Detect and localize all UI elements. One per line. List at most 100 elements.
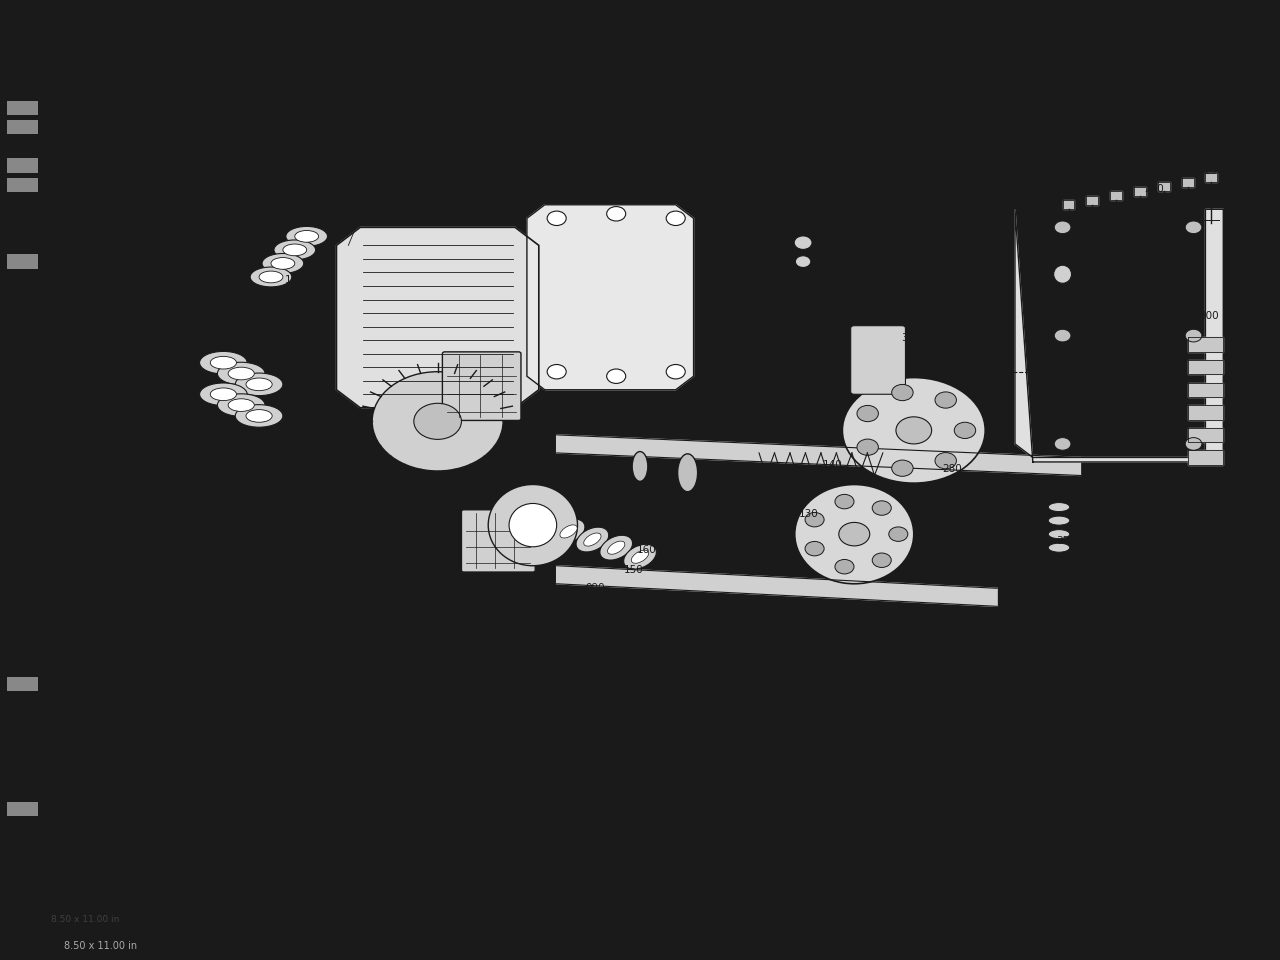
Text: 280: 280 [942, 465, 961, 474]
Circle shape [1185, 329, 1202, 342]
Ellipse shape [271, 257, 294, 270]
Ellipse shape [794, 236, 812, 250]
Ellipse shape [552, 519, 585, 543]
Text: 150: 150 [625, 565, 644, 575]
Circle shape [1055, 221, 1071, 233]
Bar [191, 503, 328, 692]
Polygon shape [1158, 182, 1170, 191]
Text: 160: 160 [637, 545, 657, 556]
Polygon shape [557, 435, 1080, 475]
Text: 260: 260 [291, 603, 311, 613]
Ellipse shape [274, 240, 316, 260]
Text: 090: 090 [585, 584, 604, 593]
Ellipse shape [246, 378, 273, 391]
Ellipse shape [584, 533, 602, 546]
Bar [271, 552, 330, 692]
Circle shape [1185, 438, 1202, 450]
Circle shape [934, 392, 956, 408]
Circle shape [805, 513, 824, 527]
Text: 340: 340 [1056, 556, 1076, 566]
Bar [6, 677, 38, 691]
Circle shape [858, 405, 878, 421]
Text: 040: 040 [576, 712, 596, 722]
Circle shape [860, 172, 872, 181]
Circle shape [666, 211, 685, 226]
Ellipse shape [1048, 516, 1070, 525]
Text: 030: 030 [218, 343, 237, 352]
Text: 420: 420 [524, 401, 543, 411]
Text: 200: 200 [568, 690, 588, 700]
FancyBboxPatch shape [851, 325, 905, 395]
Text: 130: 130 [799, 510, 819, 519]
Circle shape [858, 439, 878, 455]
Circle shape [878, 177, 890, 186]
Ellipse shape [236, 405, 283, 427]
Text: A: A [275, 558, 283, 568]
Ellipse shape [285, 227, 328, 247]
Polygon shape [1181, 178, 1193, 186]
Polygon shape [527, 204, 694, 390]
Text: 280: 280 [946, 184, 965, 195]
Ellipse shape [200, 351, 247, 374]
Bar [6, 802, 38, 816]
Polygon shape [557, 565, 997, 607]
Text: 100: 100 [358, 662, 379, 673]
Circle shape [1055, 329, 1071, 342]
Ellipse shape [210, 388, 237, 400]
Text: 020: 020 [210, 547, 233, 557]
Ellipse shape [608, 541, 625, 554]
Text: 060: 060 [338, 220, 357, 229]
Bar [788, 156, 1039, 372]
Circle shape [806, 158, 819, 168]
Bar [6, 158, 38, 173]
Ellipse shape [228, 368, 255, 380]
Ellipse shape [677, 454, 698, 492]
Bar [6, 254, 38, 269]
Ellipse shape [632, 451, 648, 481]
Circle shape [1185, 221, 1202, 233]
Circle shape [896, 417, 932, 444]
Bar [6, 178, 38, 192]
Ellipse shape [246, 410, 273, 422]
Polygon shape [1188, 450, 1224, 465]
Text: 110: 110 [425, 645, 445, 655]
Ellipse shape [576, 527, 609, 552]
Text: 240: 240 [673, 672, 692, 682]
Ellipse shape [631, 550, 649, 564]
Text: 270: 270 [1166, 337, 1185, 347]
Ellipse shape [600, 536, 632, 560]
Text: 190: 190 [699, 392, 719, 402]
Text: •: • [218, 529, 224, 540]
Text: B: B [1125, 371, 1135, 384]
Polygon shape [1188, 427, 1224, 443]
Polygon shape [1015, 209, 1224, 462]
Ellipse shape [1048, 530, 1070, 539]
Text: 310: 310 [1088, 516, 1108, 526]
Text: 210: 210 [684, 646, 704, 657]
Text: 360: 360 [901, 333, 922, 344]
Text: 250: 250 [210, 603, 232, 613]
Circle shape [824, 163, 836, 172]
Circle shape [961, 198, 973, 206]
Circle shape [835, 494, 854, 509]
Text: 310: 310 [850, 162, 870, 172]
Polygon shape [1206, 173, 1217, 182]
Text: 020: 020 [265, 318, 284, 328]
Text: A: A [216, 512, 225, 524]
FancyBboxPatch shape [443, 352, 521, 420]
Polygon shape [1134, 186, 1146, 196]
Circle shape [955, 422, 975, 439]
Text: ~: ~ [294, 619, 306, 634]
Ellipse shape [488, 485, 577, 565]
Text: 230: 230 [803, 627, 823, 636]
Circle shape [872, 553, 891, 567]
Circle shape [872, 501, 891, 516]
Circle shape [547, 365, 566, 379]
Circle shape [943, 193, 955, 202]
Text: •: • [218, 621, 224, 631]
FancyBboxPatch shape [462, 510, 535, 572]
Circle shape [607, 369, 626, 383]
Ellipse shape [218, 394, 265, 417]
Text: 350: 350 [1056, 537, 1076, 546]
Circle shape [372, 372, 503, 471]
